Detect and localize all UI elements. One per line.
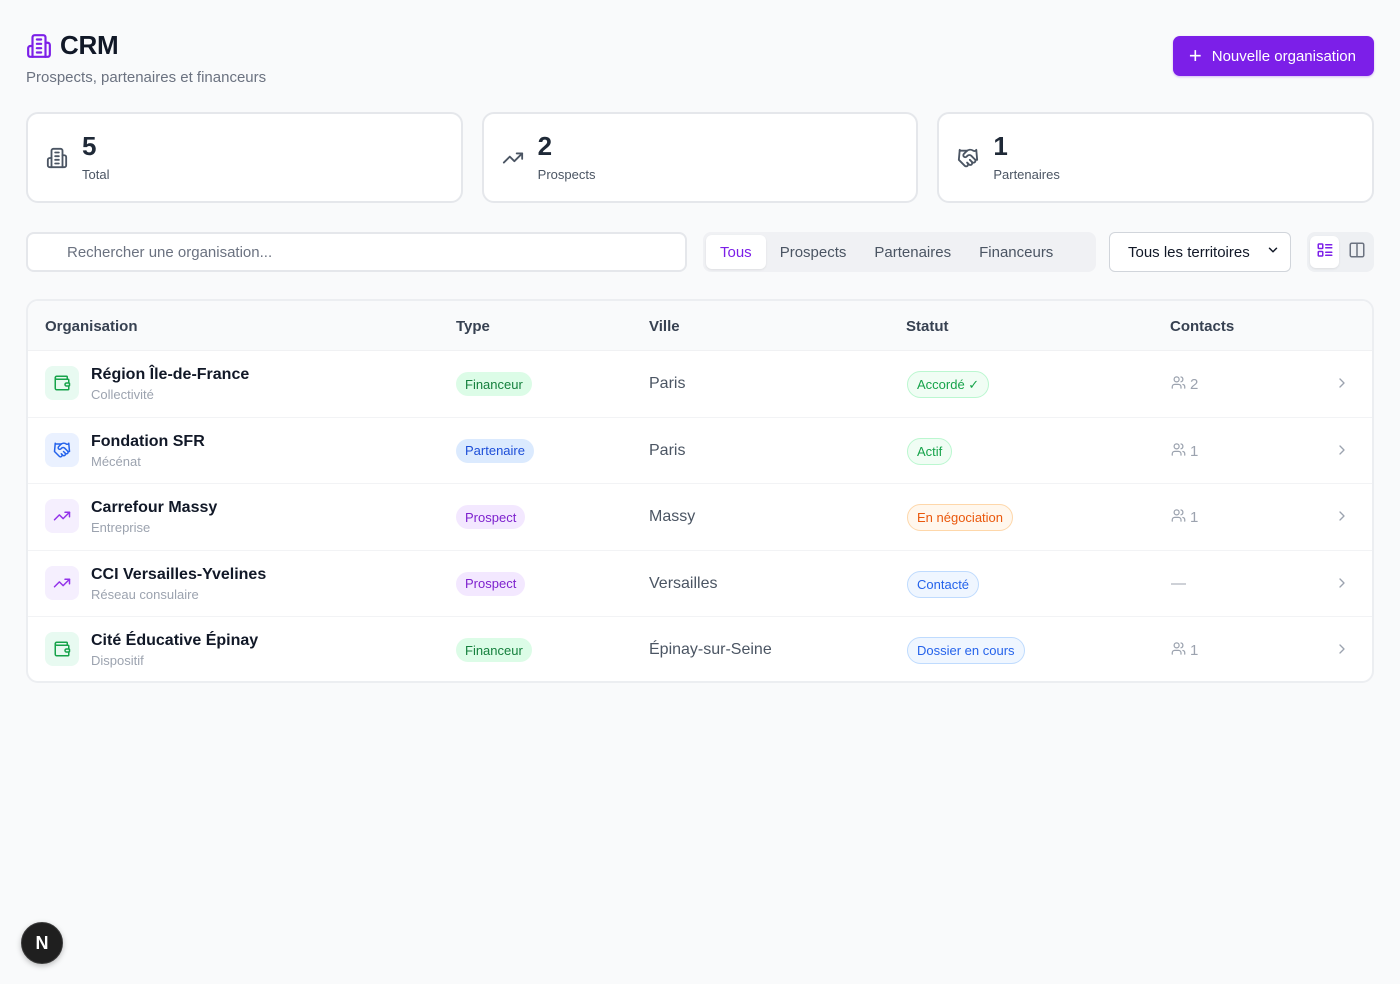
org-city: Paris xyxy=(649,375,686,392)
contacts-count: 1 xyxy=(1171,641,1198,660)
stat-card-total: 5 Total xyxy=(26,112,463,203)
chevron-right-icon xyxy=(1334,641,1350,657)
stat-label: Prospects xyxy=(537,167,596,182)
column-header-ville: Ville xyxy=(649,318,680,335)
org-name: CCI Versailles-Yvelines xyxy=(91,565,267,583)
status-badge: En négociation xyxy=(907,504,1014,532)
table-row[interactable]: Fondation SFR Mécénat Partenaire Paris A… xyxy=(28,418,1372,485)
chevron-down-icon xyxy=(1266,243,1280,261)
table-row[interactable]: Cité Éducative Épinay Dispositif Finance… xyxy=(28,617,1372,681)
contacts-count: 1 xyxy=(1171,442,1198,461)
stat-card-prospects: 2 Prospects xyxy=(481,112,919,203)
org-name: Fondation SFR xyxy=(91,432,205,450)
org-city: Versailles xyxy=(649,574,718,592)
users-icon xyxy=(1171,442,1186,461)
table-row[interactable]: Carrefour Massy Entreprise Prospect Mass… xyxy=(28,484,1372,551)
type-badge: Prospect xyxy=(456,505,526,530)
type-filter-tabs: Tous Prospects Partenaires Financeurs xyxy=(703,232,1096,272)
org-city: Paris xyxy=(649,441,686,459)
plus-icon: + xyxy=(1188,43,1202,68)
org-name: Cité Éducative Épinay xyxy=(91,632,259,650)
stat-value: 5 xyxy=(82,131,97,161)
tab-financeurs[interactable]: Financeurs xyxy=(979,243,1054,261)
contacts-count: — xyxy=(1171,575,1186,592)
contacts-value: — xyxy=(1171,574,1186,592)
type-badge: Financeur xyxy=(456,372,532,396)
column-header-contacts: Contacts xyxy=(1170,318,1235,335)
stats-row: 5 Total 2 Prospects 1 Part xyxy=(26,112,1375,203)
building-icon xyxy=(46,147,68,169)
org-city: Massy xyxy=(649,508,696,526)
tab-tous[interactable]: Tous xyxy=(706,235,766,269)
type-badge: Financeur xyxy=(456,638,532,663)
org-category: Réseau consulaire xyxy=(91,586,199,602)
stat-label: Total xyxy=(82,167,110,182)
stat-value: 2 xyxy=(537,131,553,161)
new-organisation-label: Nouvelle organisation xyxy=(1211,47,1356,65)
board-view-button[interactable] xyxy=(1342,236,1371,268)
users-icon xyxy=(1171,641,1186,660)
org-category: Dispositif xyxy=(91,653,144,669)
building-icon xyxy=(26,33,52,59)
users-icon xyxy=(1171,508,1186,527)
status-badge: Dossier en cours xyxy=(907,637,1025,665)
users-icon xyxy=(1171,375,1186,394)
type-badge: Partenaire xyxy=(456,438,534,463)
status-badge: Contacté xyxy=(907,570,980,598)
type-badge: Prospect xyxy=(456,571,526,596)
filter-toolbar: Tous Prospects Partenaires Financeurs To… xyxy=(26,232,1374,272)
handshake-icon xyxy=(957,147,979,169)
next-logo: N xyxy=(35,932,49,953)
contacts-count: 1 xyxy=(1171,508,1198,527)
organisations-table: Organisation Type Ville Statut Contacts … xyxy=(26,299,1374,683)
org-name: Région Île-de-France xyxy=(91,366,250,383)
chevron-right-icon xyxy=(1334,442,1350,458)
org-city: Épinay-sur-Seine xyxy=(649,641,772,659)
trending-up-icon xyxy=(45,499,79,534)
column-header-type: Type xyxy=(456,318,490,335)
tab-prospects[interactable]: Prospects xyxy=(779,243,847,261)
view-toggle xyxy=(1307,232,1374,272)
stat-label: Partenaires xyxy=(993,167,1060,182)
contacts-value: 2 xyxy=(1190,376,1199,393)
column-header-organisation: Organisation xyxy=(45,318,138,335)
stat-value: 1 xyxy=(993,131,1008,161)
handshake-icon xyxy=(45,432,79,467)
contacts-value: 1 xyxy=(1190,642,1199,660)
contacts-value: 1 xyxy=(1190,442,1199,460)
column-header-statut: Statut xyxy=(906,318,949,335)
org-category: Collectivité xyxy=(91,387,154,402)
contacts-value: 1 xyxy=(1190,509,1199,527)
tab-partenaires[interactable]: Partenaires xyxy=(874,243,952,261)
status-badge: Accordé ✓ xyxy=(907,371,990,398)
chevron-right-icon xyxy=(1334,375,1350,391)
page-title: CRM xyxy=(60,30,119,60)
new-organisation-button[interactable]: + Nouvelle organisation xyxy=(1172,36,1374,76)
wallet-icon xyxy=(45,632,79,667)
trending-up-icon xyxy=(502,147,524,169)
territory-select-value: Tous les territoires xyxy=(1128,243,1250,261)
territory-select[interactable]: Tous les territoires xyxy=(1109,232,1291,272)
page-header: CRM Prospects, partenaires et financeurs… xyxy=(26,30,1374,90)
wallet-icon xyxy=(45,366,79,400)
table-row[interactable]: CCI Versailles-Yvelines Réseau consulair… xyxy=(28,551,1372,618)
chevron-right-icon xyxy=(1334,575,1350,591)
status-badge: Actif xyxy=(907,437,953,465)
search-input[interactable] xyxy=(26,232,687,272)
org-category: Entreprise xyxy=(91,520,151,536)
stat-card-partenaires: 1 Partenaires xyxy=(937,112,1375,203)
list-icon xyxy=(1316,241,1334,264)
dev-tools-button[interactable]: N xyxy=(21,922,63,964)
org-category: Mécénat xyxy=(91,453,141,469)
list-view-button[interactable] xyxy=(1310,236,1339,268)
page-subtitle: Prospects, partenaires et financeurs xyxy=(26,69,267,86)
contacts-count: 2 xyxy=(1171,375,1198,394)
table-row[interactable]: Région Île-de-France Collectivité Financ… xyxy=(28,351,1372,418)
table-header: Organisation Type Ville Statut Contacts xyxy=(28,301,1372,351)
columns-icon xyxy=(1348,241,1366,264)
org-name: Carrefour Massy xyxy=(91,499,218,517)
chevron-right-icon xyxy=(1334,508,1350,524)
trending-up-icon xyxy=(45,565,79,600)
